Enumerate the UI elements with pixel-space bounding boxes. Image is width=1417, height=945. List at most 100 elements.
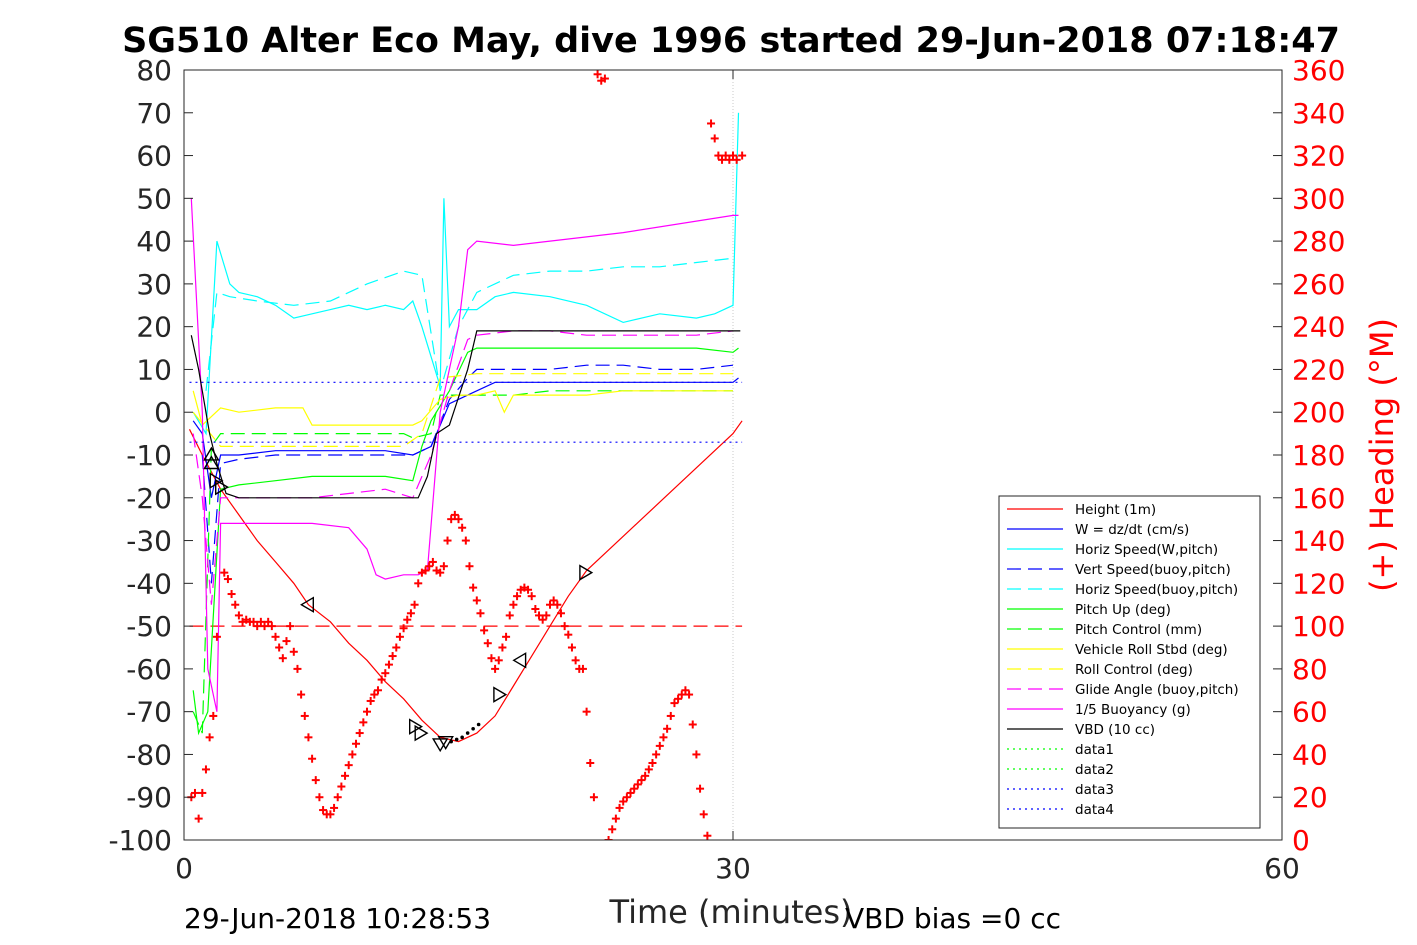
heading-point [685, 690, 694, 699]
heading-point [483, 639, 492, 648]
right-axis-label: (+) Heading (°M) [1363, 318, 1401, 592]
right-tick-label: 280 [1292, 225, 1345, 258]
height-marker [203, 446, 220, 461]
heading-point [718, 155, 727, 164]
height-dot [471, 726, 475, 731]
heading-point [692, 750, 701, 759]
y-tick-label: -50 [126, 610, 172, 643]
heading-point [355, 729, 364, 738]
heading-point [633, 780, 642, 789]
heading-point [344, 761, 353, 770]
series-8 [192, 373, 733, 447]
heading-point [297, 690, 306, 699]
heading-point [447, 515, 456, 524]
heading-point [556, 609, 565, 618]
heading-point [465, 562, 474, 571]
right-tick-label: 260 [1292, 268, 1345, 301]
heading-point [384, 660, 393, 669]
series-10 [190, 198, 739, 712]
heading-point [600, 74, 609, 83]
heading-point [615, 803, 624, 812]
heading-point [370, 690, 379, 699]
heading-point [406, 609, 415, 618]
right-tick-label: 360 [1292, 54, 1345, 87]
heading-point [425, 562, 434, 571]
x-tick-label: 0 [175, 852, 193, 885]
heading-point [293, 664, 302, 673]
heading-point [619, 797, 628, 806]
heading-point [352, 739, 361, 748]
y-tick-label: -100 [108, 824, 172, 857]
end-timestamp: 29-Jun-2018 10:28:53 [184, 902, 491, 935]
heading-point [589, 793, 598, 802]
heading-point [531, 605, 540, 613]
heading-point [491, 664, 500, 673]
heading-point [527, 592, 536, 601]
series-7 [192, 390, 733, 427]
heading-point [337, 782, 346, 791]
right-tick-label: 20 [1292, 781, 1328, 814]
heading-point [333, 793, 342, 802]
heading-point [223, 575, 232, 584]
chart-title: SG510 Alter Eco May, dive 1996 started 2… [122, 21, 1340, 61]
heading-point [677, 690, 686, 699]
heading-point [260, 622, 269, 631]
y-tick-label: -60 [126, 653, 172, 686]
right-tick-label: 120 [1292, 567, 1345, 600]
x-tick-label: 60 [1264, 852, 1300, 885]
heading-point [542, 611, 551, 620]
heading-point [571, 656, 580, 665]
series-4 [205, 257, 734, 391]
heading-point [681, 686, 690, 695]
heading-point [604, 836, 613, 840]
legend-label: Horiz Speed(W,pitch) [1075, 542, 1218, 558]
heading-point [249, 617, 258, 626]
heading-point [366, 696, 375, 705]
heading-point [494, 656, 503, 665]
y-tick-label: -20 [126, 482, 172, 515]
heading-point [670, 699, 679, 708]
heading-point [637, 776, 646, 785]
heading-point [227, 590, 236, 599]
legend-label: 1/5 Buoyancy (g) [1075, 702, 1191, 718]
legend-label: Roll Control (deg) [1075, 662, 1193, 678]
heading-point [549, 596, 558, 605]
heading-point [674, 694, 683, 703]
heading-point [410, 600, 419, 609]
heading-point [461, 536, 470, 545]
heading-point [377, 675, 386, 684]
y-tick-label: 0 [154, 396, 172, 429]
heading-point [421, 566, 430, 575]
x-tick-label: 30 [715, 852, 751, 885]
heading-point [626, 788, 635, 797]
heading-point [443, 536, 452, 545]
heading-point [319, 806, 328, 815]
heading-point [509, 600, 518, 609]
heading-point [648, 759, 657, 767]
right-tick-label: 60 [1292, 696, 1328, 729]
legend-label: Pitch Control (mm) [1075, 622, 1202, 638]
heading-point [256, 617, 265, 626]
height-marker [493, 686, 508, 703]
height-marker [214, 478, 229, 496]
heading-point [454, 515, 463, 524]
legend-label: Vert Speed(buoy,pitch) [1075, 562, 1231, 578]
heading-point [341, 771, 350, 780]
vbd-bias: VBD bias =0 cc [845, 902, 1061, 935]
heading-point [655, 741, 664, 750]
heading-point [348, 750, 357, 759]
y-tick-label: 40 [136, 225, 172, 258]
heading-point [622, 793, 631, 802]
y-tick-label: 80 [136, 54, 172, 87]
legend: Height (1m) W = dz/dt (cm/s) Horiz Speed(W… [998, 495, 1261, 829]
heading-point [289, 647, 298, 656]
height-dot [476, 722, 481, 727]
x-axis: 0 30 60 [175, 70, 1300, 885]
heading-point [414, 579, 423, 588]
heading-point [630, 784, 639, 793]
heading-point [399, 624, 408, 633]
heading-point [264, 617, 273, 626]
right-tick-label: 220 [1292, 353, 1345, 386]
heading-point [315, 793, 324, 802]
